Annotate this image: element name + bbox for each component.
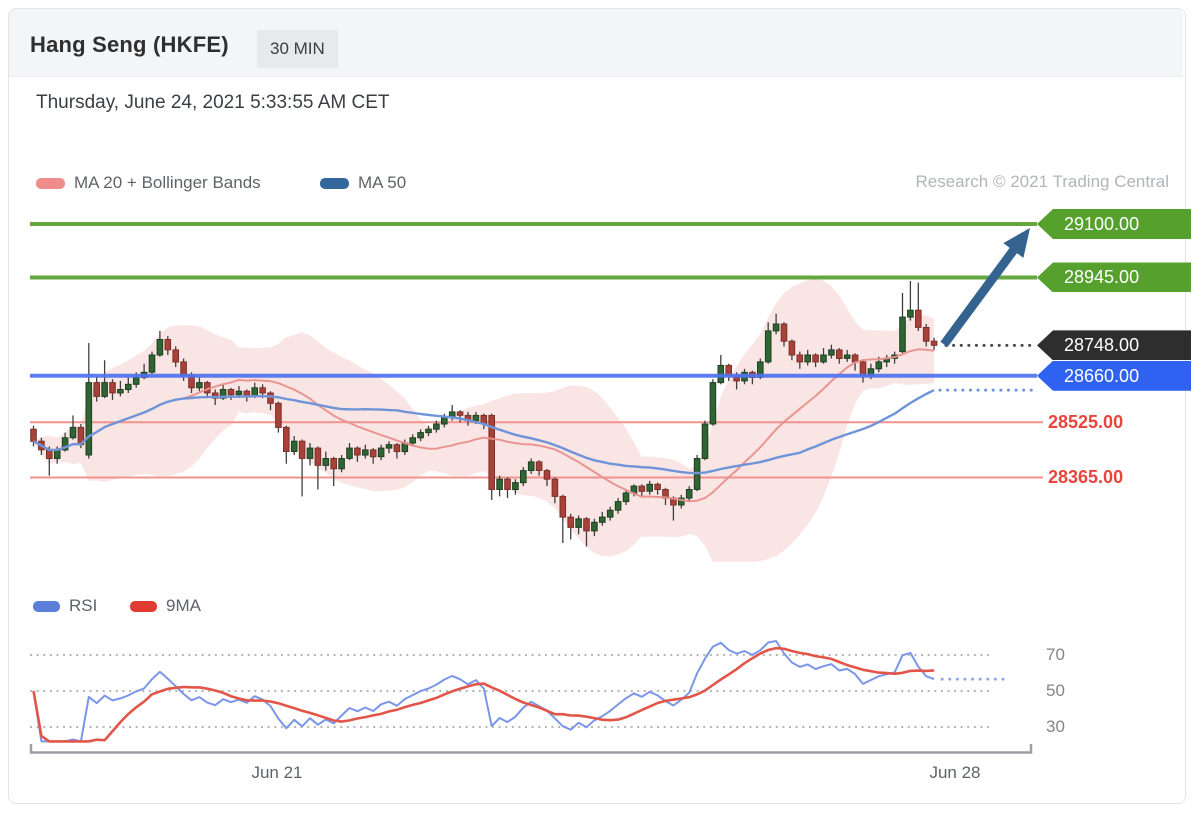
resistance-price-badge: 28945.00 [1037, 262, 1191, 293]
x-axis-tick-jun21: Jun 21 [251, 763, 303, 782]
x-axis-tick-jun28: Jun 28 [929, 763, 981, 782]
instrument-title: Hang Seng (HKFE) [30, 32, 229, 57]
rsi-legend-label: RSI [69, 596, 98, 615]
ma20-bollinger-swatch-icon [36, 178, 65, 189]
support-price-label: 28660.00 [1064, 365, 1140, 386]
ma50-legend-label: MA 50 [358, 173, 407, 192]
rsi-9ma-legend-label: 9MA [166, 596, 201, 615]
rsi-axis-label-30: 30 [1046, 717, 1065, 736]
rsi-axis-label-70: 70 [1046, 645, 1065, 664]
resistance-price-badge: 29100.00 [1037, 209, 1191, 239]
resistance-price-label: 28945.00 [1064, 267, 1140, 288]
last-price-badge: 28748.00 [1037, 330, 1191, 361]
support-price-label: 28525.00 [1048, 412, 1124, 433]
rsi-9ma-swatch-icon [130, 601, 157, 612]
rsi-axis-label-50: 50 [1046, 681, 1065, 700]
rsi-swatch-icon [33, 601, 60, 612]
chart-timestamp: Thursday, June 24, 2021 5:33:55 AM CET [36, 92, 390, 113]
support-price-badge: 28660.00 [1037, 360, 1191, 391]
copyright-watermark: Research © 2021 Trading Central [915, 172, 1170, 191]
research-chart-card [8, 8, 1186, 804]
ma20-bollinger-legend-label: MA 20 + Bollinger Bands [74, 173, 261, 192]
support-price-label: 28365.00 [1048, 467, 1124, 488]
card-header [9, 9, 1183, 77]
timeframe-badge: 30 MIN [257, 30, 338, 68]
resistance-price-label: 29100.00 [1064, 214, 1140, 234]
last-price-label: 28748.00 [1064, 335, 1140, 356]
ma50-swatch-icon [320, 178, 349, 189]
